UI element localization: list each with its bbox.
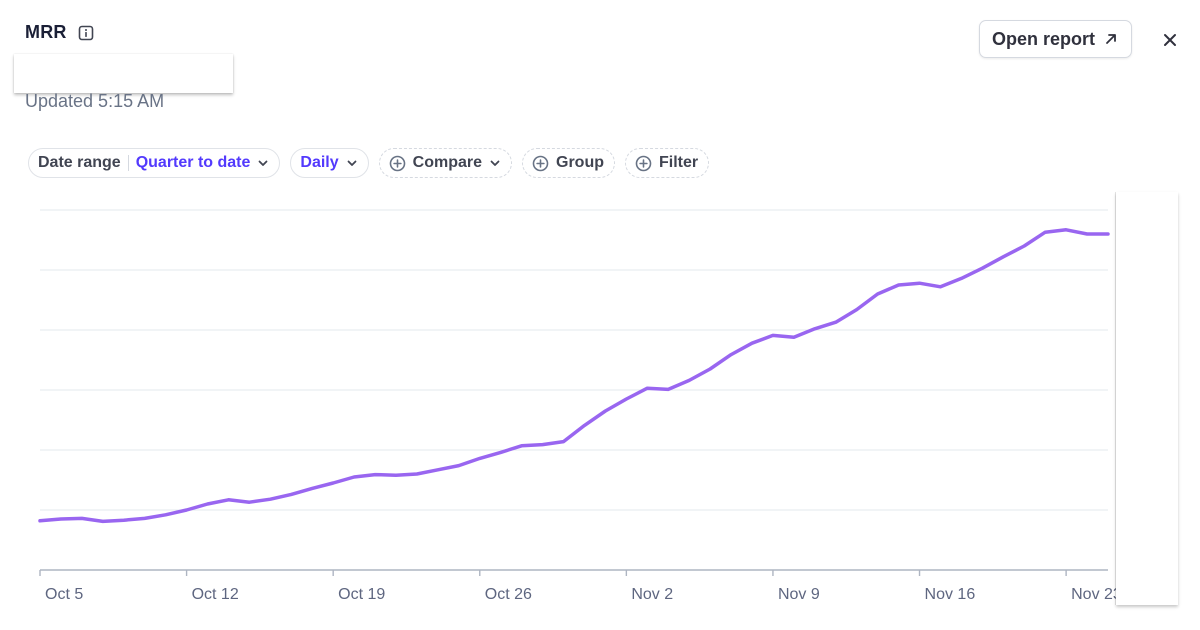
- x-tick-label: Oct 5: [45, 586, 83, 603]
- page-title: MRR: [25, 22, 67, 42]
- close-button[interactable]: [1158, 28, 1182, 52]
- x-tick-label: Nov 23: [1071, 586, 1122, 603]
- chevron-down-icon: [258, 160, 268, 166]
- filter-bar: Date range Quarter to date Daily Compare: [28, 148, 710, 178]
- interval-chip[interactable]: Daily: [290, 148, 369, 178]
- open-report-button[interactable]: Open report: [979, 20, 1132, 58]
- x-tick-label: Nov 16: [925, 586, 976, 603]
- group-chip[interactable]: Group: [522, 148, 615, 178]
- plus-circle-icon: [635, 155, 652, 171]
- side-overlay-panel: [1116, 192, 1178, 605]
- x-tick-label: Oct 12: [192, 586, 239, 603]
- chevron-down-icon: [490, 160, 500, 166]
- interval-value: Daily: [300, 154, 339, 171]
- date-range-chip[interactable]: Date range Quarter to date: [28, 148, 281, 178]
- compare-chip[interactable]: Compare: [378, 148, 512, 178]
- mrr-series-line: [38, 228, 1110, 524]
- filter-label: Filter: [659, 154, 699, 171]
- title-row: MRR: [25, 22, 95, 43]
- x-tick-label: Nov 9: [778, 586, 820, 603]
- close-icon: [1164, 34, 1176, 46]
- info-icon[interactable]: [77, 24, 95, 42]
- x-tick-label: Nov 2: [631, 586, 673, 603]
- group-label: Group: [556, 154, 604, 171]
- x-tick-label: Oct 19: [338, 586, 385, 603]
- external-arrow-icon: [1106, 34, 1116, 44]
- filter-chip[interactable]: Filter: [625, 148, 710, 178]
- plus-circle-icon: [389, 155, 405, 171]
- compare-label: Compare: [412, 154, 482, 171]
- redacted-value-card: [14, 54, 233, 93]
- date-range-value: Quarter to date: [135, 154, 251, 171]
- updated-timestamp: Updated 5:15 AM: [25, 91, 165, 111]
- plus-circle-icon: [532, 155, 549, 171]
- chip-divider: [127, 155, 129, 171]
- date-range-label: Date range: [38, 154, 121, 171]
- open-report-label: Open report: [991, 28, 1095, 49]
- x-tick-label: Oct 26: [485, 586, 532, 603]
- chevron-down-icon: [347, 160, 357, 166]
